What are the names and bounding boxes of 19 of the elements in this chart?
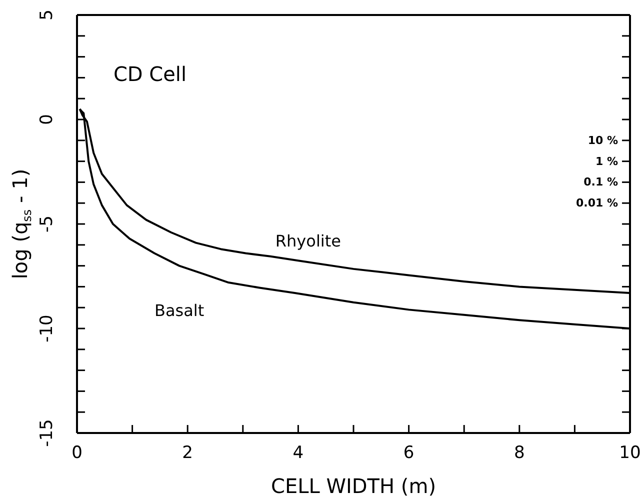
y-tick-label: -10 [37,314,57,342]
x-tick-label: 8 [514,443,525,463]
y-tick-label: -5 [37,216,57,232]
y-tick-label: -15 [37,419,57,447]
x-tick-label: 0 [72,443,82,463]
y2-tick-label: 10 % [588,134,618,147]
y2-tick-label: 1 % [595,154,618,168]
x-tick-label: 6 [403,443,414,463]
series-label: Rhyolite [275,232,341,251]
text: CD Cell [113,62,187,86]
y2-tick-label: 0.01 % [576,196,618,210]
x-axis-title: CELL WIDTH (m) [270,474,436,498]
x-tick-label: 2 [182,443,194,463]
y-tick-label: 0 [37,114,57,125]
x-tick-label: 10 [619,443,640,463]
series-label: Basalt [154,300,204,320]
y-tick-label: 5 [37,10,57,20]
y2-tick-label: 0.1 % [584,176,618,189]
x-tick-label: 4 [292,443,304,463]
